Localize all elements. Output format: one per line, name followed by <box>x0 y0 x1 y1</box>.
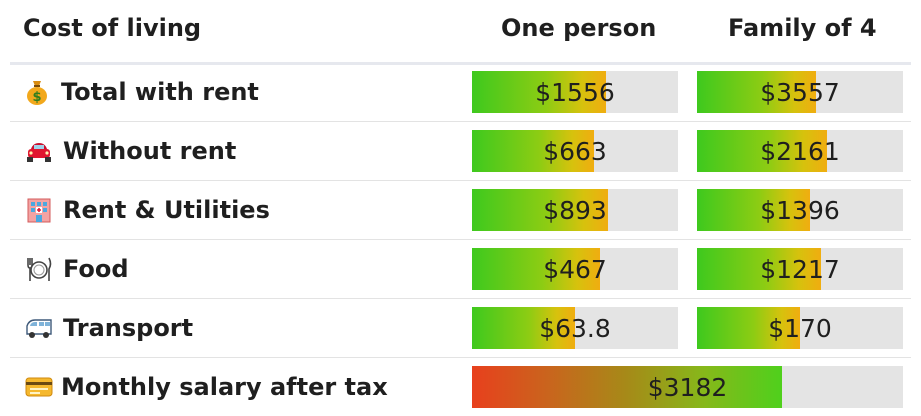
cost-bar-fill <box>697 307 800 349</box>
money-bag-icon: $ <box>23 78 51 106</box>
cost-bar-fill <box>472 248 600 290</box>
salary-value: $3182 <box>647 372 728 402</box>
cost-bar-one-person: $663 <box>472 130 678 172</box>
cost-bar-fill <box>472 71 606 113</box>
cost-bar-family: $1217 <box>697 248 903 290</box>
car-icon <box>25 137 53 165</box>
cost-value: $170 <box>768 313 832 343</box>
cost-value: $663 <box>543 136 607 166</box>
cost-bar-fill <box>472 307 575 349</box>
table-row-without-rent: Without rent $663 $2161 <box>10 122 911 181</box>
cost-bar-fill <box>472 130 594 172</box>
row-label: Total with rent <box>61 78 259 106</box>
cost-bar-fill <box>697 71 817 113</box>
row-label: Food <box>63 255 129 283</box>
van-icon <box>25 314 53 342</box>
cost-value: $1396 <box>760 195 840 225</box>
cost-bar-family: $2161 <box>697 130 903 172</box>
row-label: Rent & Utilities <box>63 196 270 224</box>
table-row-transport: Transport $63.8 $170 <box>10 299 911 358</box>
row-label-container: Without rent <box>23 122 236 180</box>
table-row-food: Food $467 $1217 <box>10 240 911 299</box>
cost-value: $1556 <box>535 77 615 107</box>
cost-bar-fill <box>697 130 827 172</box>
building-icon <box>25 196 53 224</box>
row-label-container: Food <box>23 240 129 298</box>
table-header: Cost of living One person Family of 4 <box>10 0 911 65</box>
cost-value: $1217 <box>760 254 840 284</box>
salary-bar: $3182 <box>472 366 903 408</box>
plate-cutlery-icon <box>25 255 53 283</box>
row-label: Transport <box>63 314 194 342</box>
row-label-container: Rent & Utilities <box>23 181 270 239</box>
row-label-container: $ Total with rent <box>23 63 259 121</box>
cost-bar-fill <box>697 248 821 290</box>
cost-value: $467 <box>543 254 607 284</box>
credit-card-icon <box>25 373 53 401</box>
row-label: Monthly salary after tax <box>61 373 388 401</box>
cost-bar-family: $1396 <box>697 189 903 231</box>
cost-bar-one-person: $467 <box>472 248 678 290</box>
cost-value: $2161 <box>760 136 840 166</box>
cost-bar-fill <box>472 189 608 231</box>
column-header-family: Family of 4 <box>728 14 877 42</box>
table-title: Cost of living <box>23 14 202 42</box>
cost-bar-family: $170 <box>697 307 903 349</box>
cost-bar-family: $3557 <box>697 71 903 113</box>
cost-value: $893 <box>543 195 607 225</box>
row-label-container: Transport <box>23 299 193 357</box>
svg-text:$: $ <box>32 90 41 105</box>
cost-value: $3557 <box>760 77 840 107</box>
salary-bar-fill <box>472 366 783 408</box>
cost-bar-one-person: $893 <box>472 189 678 231</box>
cost-bar-one-person: $1556 <box>472 71 678 113</box>
cost-bar-one-person: $63.8 <box>472 307 678 349</box>
row-label: Without rent <box>63 137 237 165</box>
row-label-container: Monthly salary after tax <box>23 358 388 416</box>
table-row-total-with-rent: $ Total with rent $1556 $3557 <box>10 63 911 122</box>
cost-bar-fill <box>697 189 811 231</box>
table-row-rent-utilities: Rent & Utilities $893 $1396 <box>10 181 911 240</box>
column-header-one-person: One person <box>501 14 657 42</box>
cost-value: $63.8 <box>539 313 611 343</box>
table-row-salary: Monthly salary after tax $3182 <box>10 358 911 416</box>
